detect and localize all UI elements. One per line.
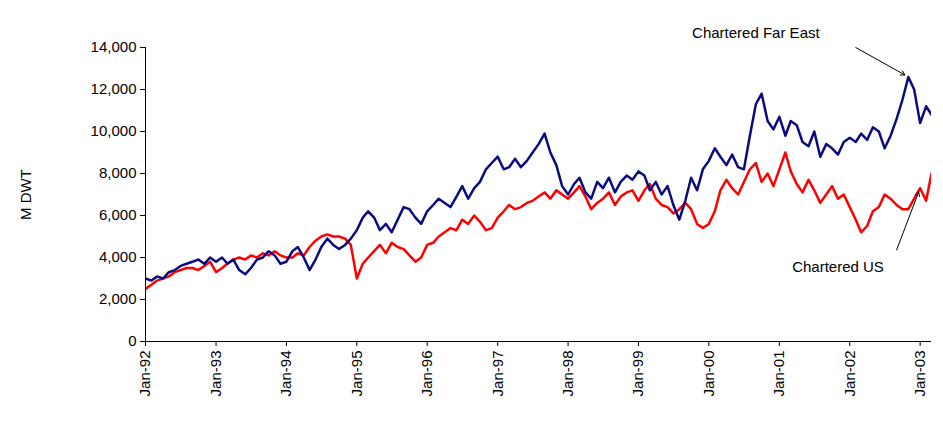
svg-text:10,000: 10,000 bbox=[91, 122, 137, 139]
svg-text:Jan-03: Jan-03 bbox=[911, 351, 928, 397]
svg-text:6,000: 6,000 bbox=[99, 206, 137, 223]
svg-text:Jan-97: Jan-97 bbox=[489, 351, 506, 397]
svg-text:Jan-96: Jan-96 bbox=[418, 351, 435, 397]
svg-text:2,000: 2,000 bbox=[99, 290, 137, 307]
svg-text:12,000: 12,000 bbox=[91, 80, 137, 97]
svg-text:14,000: 14,000 bbox=[91, 38, 137, 55]
svg-text:Jan-93: Jan-93 bbox=[207, 351, 224, 397]
svg-text:Jan-92: Jan-92 bbox=[136, 351, 153, 397]
svg-text:Jan-01: Jan-01 bbox=[770, 351, 787, 397]
svg-text:Jan-98: Jan-98 bbox=[559, 351, 576, 397]
svg-text:Jan-02: Jan-02 bbox=[841, 351, 858, 397]
svg-text:Jan-99: Jan-99 bbox=[629, 351, 646, 397]
svg-text:M DWT: M DWT bbox=[17, 169, 34, 220]
svg-text:Jan-00: Jan-00 bbox=[700, 351, 717, 397]
svg-text:Jan-94: Jan-94 bbox=[277, 351, 294, 397]
svg-text:Chartered Far East: Chartered Far East bbox=[692, 24, 820, 41]
svg-text:8,000: 8,000 bbox=[99, 164, 137, 181]
svg-text:Jan-95: Jan-95 bbox=[348, 351, 365, 397]
svg-text:0: 0 bbox=[128, 332, 136, 349]
svg-text:Chartered US: Chartered US bbox=[792, 258, 884, 275]
svg-text:4,000: 4,000 bbox=[99, 248, 137, 265]
